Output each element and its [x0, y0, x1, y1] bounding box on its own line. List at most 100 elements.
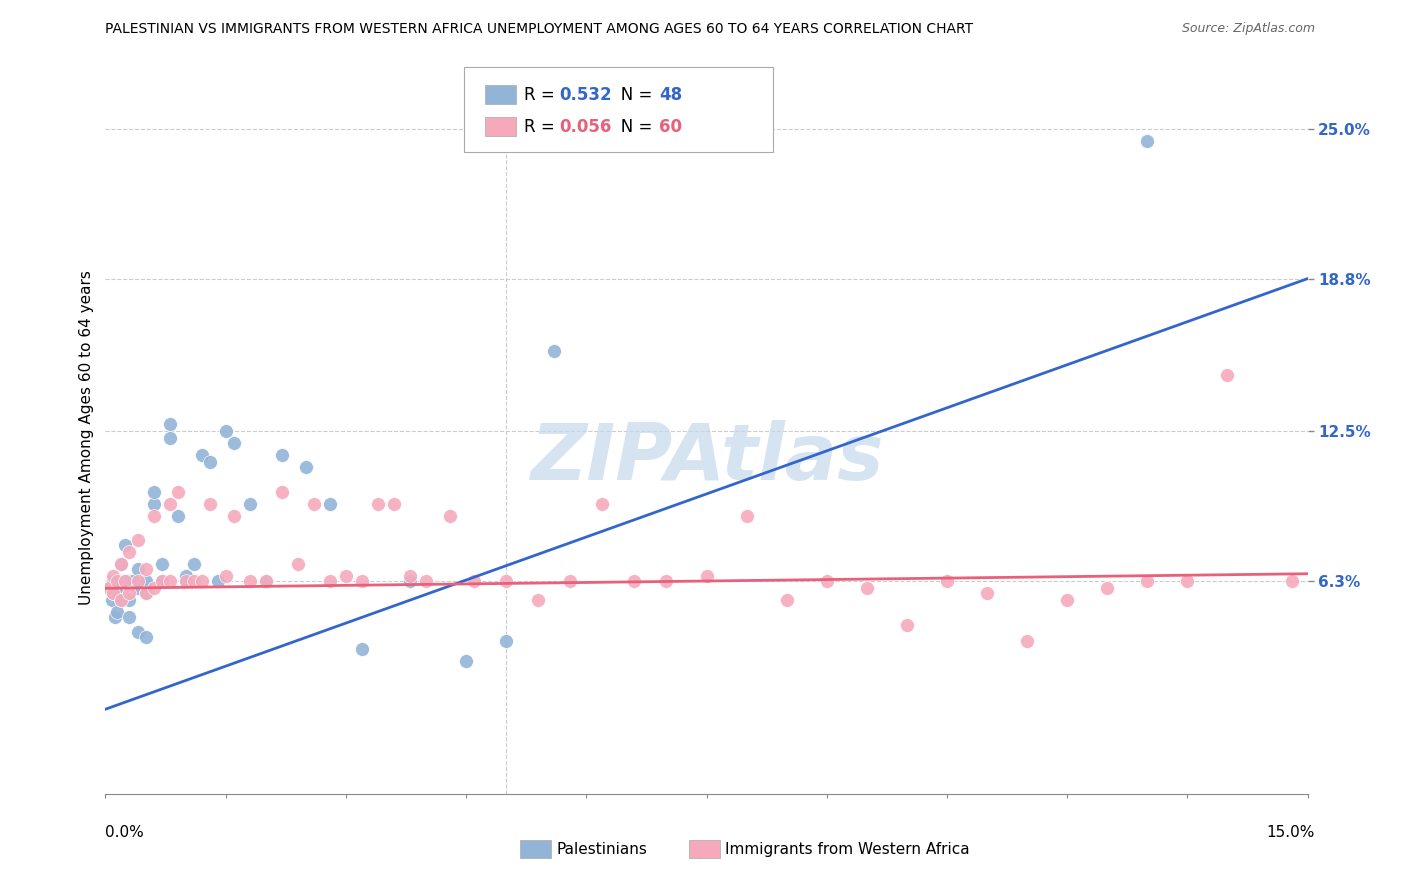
- Point: [135, 630, 157, 644]
- Point: [98, 581, 121, 595]
- Point: [623, 574, 645, 588]
- Point: [122, 574, 145, 588]
- Point: [110, 557, 132, 571]
- Text: 0.056: 0.056: [560, 118, 612, 136]
- Point: [270, 484, 292, 499]
- Point: [936, 574, 959, 588]
- Point: [696, 569, 718, 583]
- Point: [1281, 574, 1303, 588]
- Text: R =: R =: [524, 86, 561, 103]
- Text: 48: 48: [659, 86, 682, 103]
- Point: [103, 586, 125, 600]
- Y-axis label: Unemployment Among Ages 60 to 64 years: Unemployment Among Ages 60 to 64 years: [79, 269, 94, 605]
- Point: [150, 574, 173, 588]
- Point: [110, 574, 132, 588]
- Point: [118, 545, 141, 559]
- Point: [1017, 634, 1039, 648]
- Point: [302, 497, 325, 511]
- Point: [254, 574, 277, 588]
- Point: [142, 581, 165, 595]
- Point: [114, 574, 136, 588]
- Point: [166, 484, 188, 499]
- Point: [101, 593, 124, 607]
- Point: [319, 574, 342, 588]
- Point: [166, 508, 188, 523]
- Point: [198, 497, 221, 511]
- Point: [896, 617, 918, 632]
- Point: [107, 586, 129, 600]
- Point: [118, 574, 141, 588]
- Text: 60: 60: [659, 118, 682, 136]
- Point: [214, 569, 236, 583]
- Point: [254, 574, 277, 588]
- Point: [183, 574, 205, 588]
- Point: [142, 484, 165, 499]
- Point: [98, 581, 121, 595]
- Point: [543, 344, 565, 359]
- Point: [107, 574, 129, 588]
- Text: 0.532: 0.532: [560, 86, 612, 103]
- Point: [190, 574, 212, 588]
- Point: [295, 460, 318, 475]
- Point: [287, 557, 309, 571]
- Point: [103, 586, 125, 600]
- Text: Immigrants from Western Africa: Immigrants from Western Africa: [725, 842, 970, 856]
- Point: [1056, 593, 1078, 607]
- Point: [855, 581, 877, 595]
- Text: PALESTINIAN VS IMMIGRANTS FROM WESTERN AFRICA UNEMPLOYMENT AMONG AGES 60 TO 64 Y: PALESTINIAN VS IMMIGRANTS FROM WESTERN A…: [105, 22, 973, 37]
- Point: [1136, 574, 1159, 588]
- Point: [976, 586, 998, 600]
- Point: [815, 574, 838, 588]
- Point: [118, 610, 141, 624]
- Point: [319, 497, 342, 511]
- Point: [174, 569, 197, 583]
- Point: [454, 654, 477, 668]
- Point: [114, 538, 136, 552]
- Text: 15.0%: 15.0%: [1267, 825, 1315, 840]
- Point: [198, 455, 221, 469]
- Point: [135, 586, 157, 600]
- Point: [135, 562, 157, 576]
- Text: N =: N =: [605, 118, 657, 136]
- Point: [239, 574, 262, 588]
- Text: 0.0%: 0.0%: [105, 825, 145, 840]
- Point: [127, 562, 149, 576]
- Point: [127, 624, 149, 639]
- Point: [110, 593, 132, 607]
- Point: [735, 508, 758, 523]
- Point: [270, 448, 292, 462]
- Point: [239, 497, 262, 511]
- Point: [150, 574, 173, 588]
- Text: N =: N =: [605, 86, 657, 103]
- Point: [222, 508, 245, 523]
- Point: [114, 574, 136, 588]
- Text: Source: ZipAtlas.com: Source: ZipAtlas.com: [1181, 22, 1315, 36]
- Text: R =: R =: [524, 118, 561, 136]
- Point: [142, 508, 165, 523]
- Point: [159, 431, 181, 445]
- Point: [159, 497, 181, 511]
- Point: [382, 497, 405, 511]
- Point: [214, 424, 236, 438]
- Point: [560, 574, 582, 588]
- Point: [110, 593, 132, 607]
- Point: [103, 569, 125, 583]
- Point: [350, 574, 373, 588]
- Point: [495, 634, 517, 648]
- Point: [118, 593, 141, 607]
- Point: [150, 557, 173, 571]
- Point: [142, 497, 165, 511]
- Text: ZIPAtlas: ZIPAtlas: [530, 420, 883, 497]
- Point: [415, 574, 437, 588]
- Point: [118, 586, 141, 600]
- Point: [1097, 581, 1119, 595]
- Point: [104, 610, 127, 624]
- Point: [367, 497, 389, 511]
- Point: [399, 569, 422, 583]
- Point: [222, 436, 245, 450]
- Point: [1177, 574, 1199, 588]
- Point: [159, 417, 181, 431]
- Point: [350, 641, 373, 656]
- Point: [463, 574, 485, 588]
- Point: [495, 574, 517, 588]
